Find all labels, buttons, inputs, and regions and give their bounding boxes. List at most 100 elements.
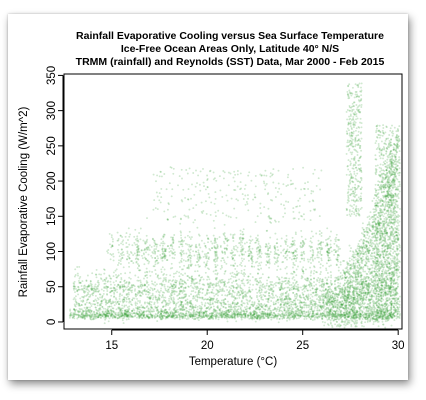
scatter-point [212,283,215,285]
scatter-point [206,278,209,281]
scatter-point [100,316,102,319]
scatter-point [226,313,229,316]
scatter-point [100,302,103,305]
scatter-point [108,305,111,308]
scatter-point [260,303,263,306]
scatter-point [118,243,120,246]
scatter-point [293,299,296,302]
scatter-point [278,318,281,320]
scatter-point [265,182,268,185]
scatter-point [319,263,322,266]
scatter-point [171,287,174,290]
scatter-point [371,310,374,313]
scatter-point [218,312,221,315]
scatter-point [334,238,337,241]
scatter-point [371,317,374,320]
scatter-point [128,235,131,238]
scatter-point [253,303,256,306]
scatter-point [218,290,221,293]
scatter-point [236,294,238,297]
scatter-point [178,314,181,317]
scatter-point [151,306,154,309]
scatter-point [223,310,225,313]
scatter-point [243,242,246,245]
scatter-point [232,235,234,238]
scatter-point [195,250,198,253]
scatter-point [368,314,371,317]
scatter-point [112,255,115,258]
scatter-point [267,297,269,300]
scatter-point [307,188,310,190]
scatter-point [299,312,302,315]
scatter-point [274,187,277,189]
scatter-point [159,277,162,280]
scatter-point [305,287,308,290]
scatter-point [168,315,170,318]
scatter-point [186,314,189,317]
scatter-point [267,276,270,279]
scatter-point [279,288,282,291]
scatter-point [296,256,298,259]
scatter-point [132,262,135,264]
scatter-point [183,281,186,284]
scatter-point [156,255,159,258]
scatter-point [293,257,296,260]
scatter-point [305,306,308,309]
scatter-point [215,250,218,253]
scatter-point [152,173,155,176]
scatter-point [262,317,264,320]
scatter-point [307,260,310,263]
scatter-point [156,301,159,304]
scatter-point [276,246,279,248]
scatter-point [281,282,284,285]
scatter-point [321,317,324,320]
scatter-point [198,244,201,247]
scatter-point [163,247,166,250]
scatter-point [272,301,275,304]
scatter-point [259,207,262,209]
scatter-point [180,236,183,239]
scatter-point [254,278,257,281]
scatter-point [310,278,312,281]
scatter-point [290,284,293,286]
scatter-point [189,284,192,287]
scatter-point [259,284,262,287]
scatter-point [77,288,80,291]
scatter-point [232,302,234,304]
scatter-point [268,289,271,292]
scatter-point [110,314,112,317]
scatter-point [157,312,160,315]
scatter-point [222,177,225,180]
scatter-point [150,313,152,316]
scatter-point [260,315,263,318]
scatter-point [269,283,272,286]
scatter-point [69,308,72,311]
scatter-point [91,289,94,292]
scatter-point [207,314,210,317]
scatter-point [293,264,296,267]
scatter-point [276,259,279,262]
scatter-point [302,293,305,296]
scatter-point [136,237,139,240]
scatter-point [326,250,329,253]
scatter-point [171,188,174,191]
scatter-point [194,312,197,315]
scatter-point [117,262,120,264]
scatter-point [178,315,181,318]
scatter-point [239,233,242,236]
scatter-point [301,253,304,256]
scatter-point [235,279,238,282]
scatter-point [122,322,125,325]
scatter-point [151,314,153,317]
scatter-point [264,308,267,311]
scatter-point [226,281,229,284]
scatter-point [128,265,131,268]
scatter-point [170,314,173,317]
scatter-point [224,314,227,317]
scatter-point [205,262,208,265]
scatter-point [238,254,241,257]
scatter-point [268,214,271,217]
scatter-point [298,197,301,200]
scatter-point [196,281,199,284]
scatter-point [202,312,205,315]
